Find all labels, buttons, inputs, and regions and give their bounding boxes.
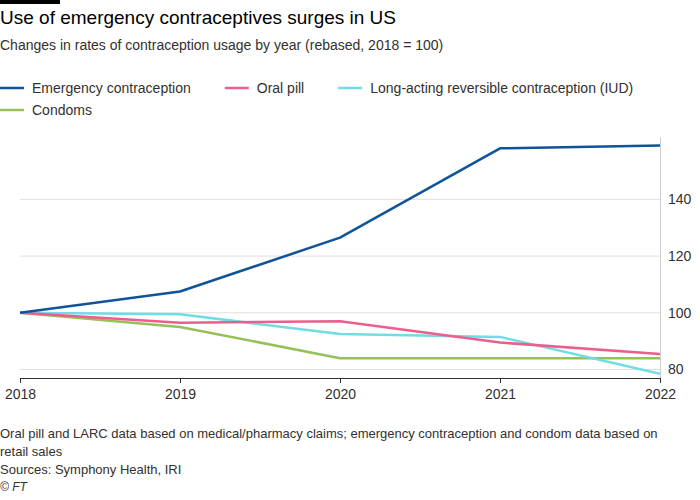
chart: Use of emergency contraceptives surges i… bbox=[0, 0, 700, 500]
credit: © FT bbox=[0, 480, 29, 494]
source: Sources: Symphony Health, IRI bbox=[0, 462, 181, 477]
subtitle: Changes in rates of contraception usage … bbox=[0, 37, 443, 53]
x-tick-label: 2018 bbox=[5, 386, 36, 402]
x-tick-label: 2021 bbox=[485, 386, 516, 402]
series-line bbox=[20, 313, 660, 374]
legend-swatch bbox=[0, 87, 24, 90]
y-tick-label: 120 bbox=[668, 248, 692, 264]
y-tick: 80 bbox=[660, 361, 684, 377]
y-tick: 140 bbox=[660, 191, 692, 207]
y-tick: 120 bbox=[660, 248, 692, 264]
x-tick: 2022 bbox=[645, 378, 676, 402]
y-tick: 100 bbox=[660, 305, 692, 321]
x-tick-mark bbox=[180, 378, 181, 383]
legend-swatch bbox=[0, 109, 24, 112]
y-axis: 80 100 120 140 bbox=[660, 138, 692, 379]
legend-label: Emergency contraception bbox=[32, 80, 191, 96]
series-line bbox=[20, 313, 660, 354]
legend: Emergency contraception Oral pill Long-act… bbox=[0, 80, 633, 118]
x-tick: 2019 bbox=[165, 378, 196, 402]
x-tick-mark bbox=[340, 378, 341, 383]
x-tick: 2018 bbox=[5, 378, 36, 402]
x-axis: 2018 2019 2020 2021 2022 bbox=[5, 378, 676, 402]
grid-line bbox=[20, 199, 660, 200]
title: Use of emergency contraceptives surges i… bbox=[0, 7, 396, 28]
y-axis-line bbox=[660, 138, 661, 379]
y-tick-label: 140 bbox=[668, 191, 692, 207]
legend-item: Emergency contraception bbox=[0, 80, 191, 96]
x-tick-label: 2019 bbox=[165, 386, 196, 402]
legend-item: Long-acting reversible contraception (IU… bbox=[338, 80, 633, 96]
legend-label: Condoms bbox=[32, 102, 92, 118]
legend-item: Condoms bbox=[0, 102, 92, 118]
header-bar bbox=[0, 0, 60, 4]
x-tick-mark bbox=[500, 378, 501, 383]
x-tick-label: 2022 bbox=[645, 386, 676, 402]
legend-swatch bbox=[338, 87, 362, 90]
legend-label: Long-acting reversible contraception (IU… bbox=[370, 80, 633, 96]
legend-swatch bbox=[225, 87, 249, 90]
note: Oral pill and LARC data based on medical… bbox=[0, 426, 658, 441]
x-tick: 2020 bbox=[325, 378, 356, 402]
legend-item: Oral pill bbox=[225, 80, 304, 96]
series-line bbox=[20, 146, 660, 313]
x-tick-label: 2020 bbox=[325, 386, 356, 402]
series-lines bbox=[20, 146, 660, 374]
grid-line bbox=[20, 256, 660, 257]
x-tick: 2021 bbox=[485, 378, 516, 402]
grid-line bbox=[20, 369, 660, 370]
legend-label: Oral pill bbox=[257, 80, 304, 96]
x-tick-mark bbox=[660, 378, 661, 383]
y-tick-label: 80 bbox=[668, 361, 684, 377]
grid bbox=[20, 199, 660, 369]
note: retail sales bbox=[0, 444, 63, 459]
x-tick-mark bbox=[20, 378, 21, 383]
y-tick-label: 100 bbox=[668, 305, 692, 321]
